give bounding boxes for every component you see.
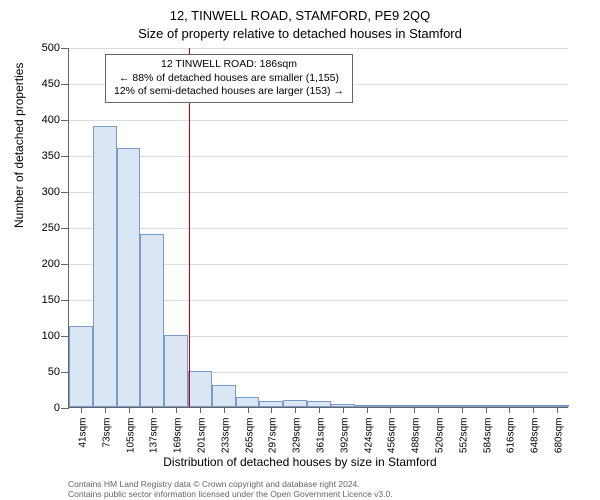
x-tick [224,407,225,413]
chart-area: 05010015020025030035040045050041sqm73sqm… [68,48,568,408]
x-tick [271,407,272,413]
histogram-bar [117,148,141,407]
annotation-line-1: 12 TINWELL ROAD: 186sqm [114,58,344,72]
y-tick-label: 50 [20,366,60,378]
grid-line [69,228,568,229]
x-tick [367,407,368,413]
x-tick [414,407,415,413]
x-tick [200,407,201,413]
y-tick [61,48,69,49]
grid-line [69,192,568,193]
footer-line-2: Contains public sector information licen… [68,489,393,499]
y-tick [61,408,69,409]
footer-attribution: Contains HM Land Registry data © Crown c… [68,479,393,499]
annotation-line-3: 12% of semi-detached houses are larger (… [114,85,344,99]
x-tick [462,407,463,413]
x-tick [343,407,344,413]
histogram-bar [188,371,212,407]
x-tick [486,407,487,413]
y-tick-label: 250 [20,222,60,234]
y-tick-label: 450 [20,78,60,90]
chart-subtitle: Size of property relative to detached ho… [0,23,600,41]
histogram-bar [283,400,307,407]
y-tick [61,192,69,193]
x-tick [438,407,439,413]
x-tick [319,407,320,413]
y-tick-label: 200 [20,258,60,270]
histogram-bar [236,397,260,407]
chart-container: 12, TINWELL ROAD, STAMFORD, PE9 2QQ Size… [0,0,600,500]
y-tick [61,84,69,85]
x-axis-title: Distribution of detached houses by size … [0,455,600,469]
annotation-line-2: ← 88% of detached houses are smaller (1,… [114,72,344,86]
histogram-bar [93,126,117,407]
x-tick [557,407,558,413]
y-tick [61,156,69,157]
x-tick [533,407,534,413]
y-tick [61,264,69,265]
y-tick-label: 100 [20,330,60,342]
x-tick [390,407,391,413]
footer-line-1: Contains HM Land Registry data © Crown c… [68,479,393,489]
x-tick [129,407,130,413]
y-tick [61,228,69,229]
histogram-bar [164,335,188,407]
x-tick [105,407,106,413]
x-tick [81,407,82,413]
grid-line [69,48,568,49]
y-tick-label: 150 [20,294,60,306]
histogram-bar [212,385,236,407]
x-tick [295,407,296,413]
grid-line [69,120,568,121]
annotation-box: 12 TINWELL ROAD: 186sqm← 88% of detached… [105,54,353,103]
histogram-bar [140,234,164,407]
y-tick-label: 500 [20,42,60,54]
y-tick [61,120,69,121]
y-tick-label: 350 [20,150,60,162]
y-tick [61,372,69,373]
y-tick-label: 400 [20,114,60,126]
x-tick [509,407,510,413]
x-tick [176,407,177,413]
x-tick [248,407,249,413]
x-tick [152,407,153,413]
grid-line [69,156,568,157]
y-tick [61,336,69,337]
y-tick [61,300,69,301]
plot-area: 05010015020025030035040045050041sqm73sqm… [68,48,568,408]
y-tick-label: 0 [20,402,60,414]
y-tick-label: 300 [20,186,60,198]
histogram-bar [69,326,93,407]
page-title: 12, TINWELL ROAD, STAMFORD, PE9 2QQ [0,0,600,23]
